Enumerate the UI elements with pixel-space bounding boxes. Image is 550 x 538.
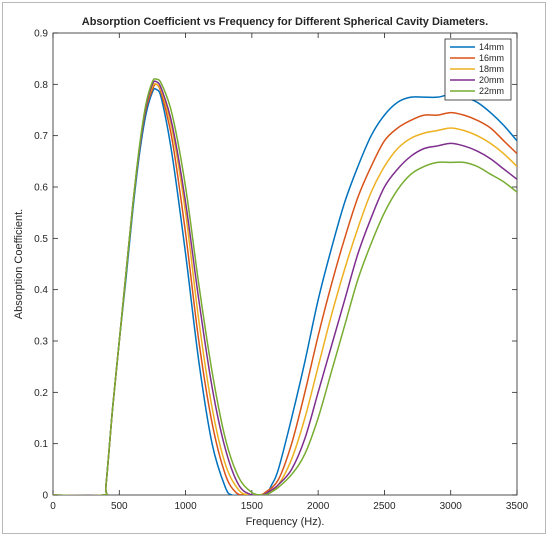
y-tick-label: 0.8 xyxy=(34,80,48,91)
legend-entry-label: 16mm xyxy=(479,53,504,63)
y-tick-label: 0.3 xyxy=(34,337,48,348)
line-chart: Absorption Coefficient vs Frequency for … xyxy=(13,16,529,528)
legend-entry-label: 18mm xyxy=(479,64,504,74)
y-tick-label: 0.7 xyxy=(34,131,48,142)
y-tick-label: 0.1 xyxy=(34,439,48,450)
x-tick-label: 1000 xyxy=(174,501,197,512)
chart-title: Absorption Coefficient vs Frequency for … xyxy=(82,16,488,28)
y-tick-label: 0.4 xyxy=(34,285,48,296)
x-tick-label: 2000 xyxy=(307,501,330,512)
x-tick-label: 0 xyxy=(50,501,56,512)
figure-frame: Absorption Coefficient vs Frequency for … xyxy=(2,2,546,534)
x-tick-label: 3000 xyxy=(440,501,463,512)
y-tick-label: 0.6 xyxy=(34,183,48,194)
legend-entry-label: 14mm xyxy=(479,42,504,52)
plot-box xyxy=(52,32,518,496)
y-axis-label: Absorption Coefficient. xyxy=(13,209,25,319)
x-tick-label: 2500 xyxy=(373,501,396,512)
x-axis-label: Frequency (Hz). xyxy=(246,516,325,528)
y-tick-label: 0 xyxy=(42,491,48,502)
axis-ticks: 0 500 1000 1500 2000 2500 3000 3500 0 0.1 0.2 0.3 0.… xyxy=(34,29,528,513)
legend-entry-label: 22mm xyxy=(479,86,504,96)
series-lines xyxy=(53,77,517,495)
x-tick-label: 500 xyxy=(111,501,128,512)
x-tick-label: 1500 xyxy=(241,501,264,512)
plot-area xyxy=(52,32,518,496)
legend-entry-label: 20mm xyxy=(479,75,504,85)
series-line-22mm xyxy=(53,77,517,495)
y-tick-label: 0.9 xyxy=(34,29,48,40)
x-tick-label: 3500 xyxy=(506,501,529,512)
y-tick-label: 0.2 xyxy=(34,388,48,399)
y-tick-label: 0.5 xyxy=(34,234,48,245)
